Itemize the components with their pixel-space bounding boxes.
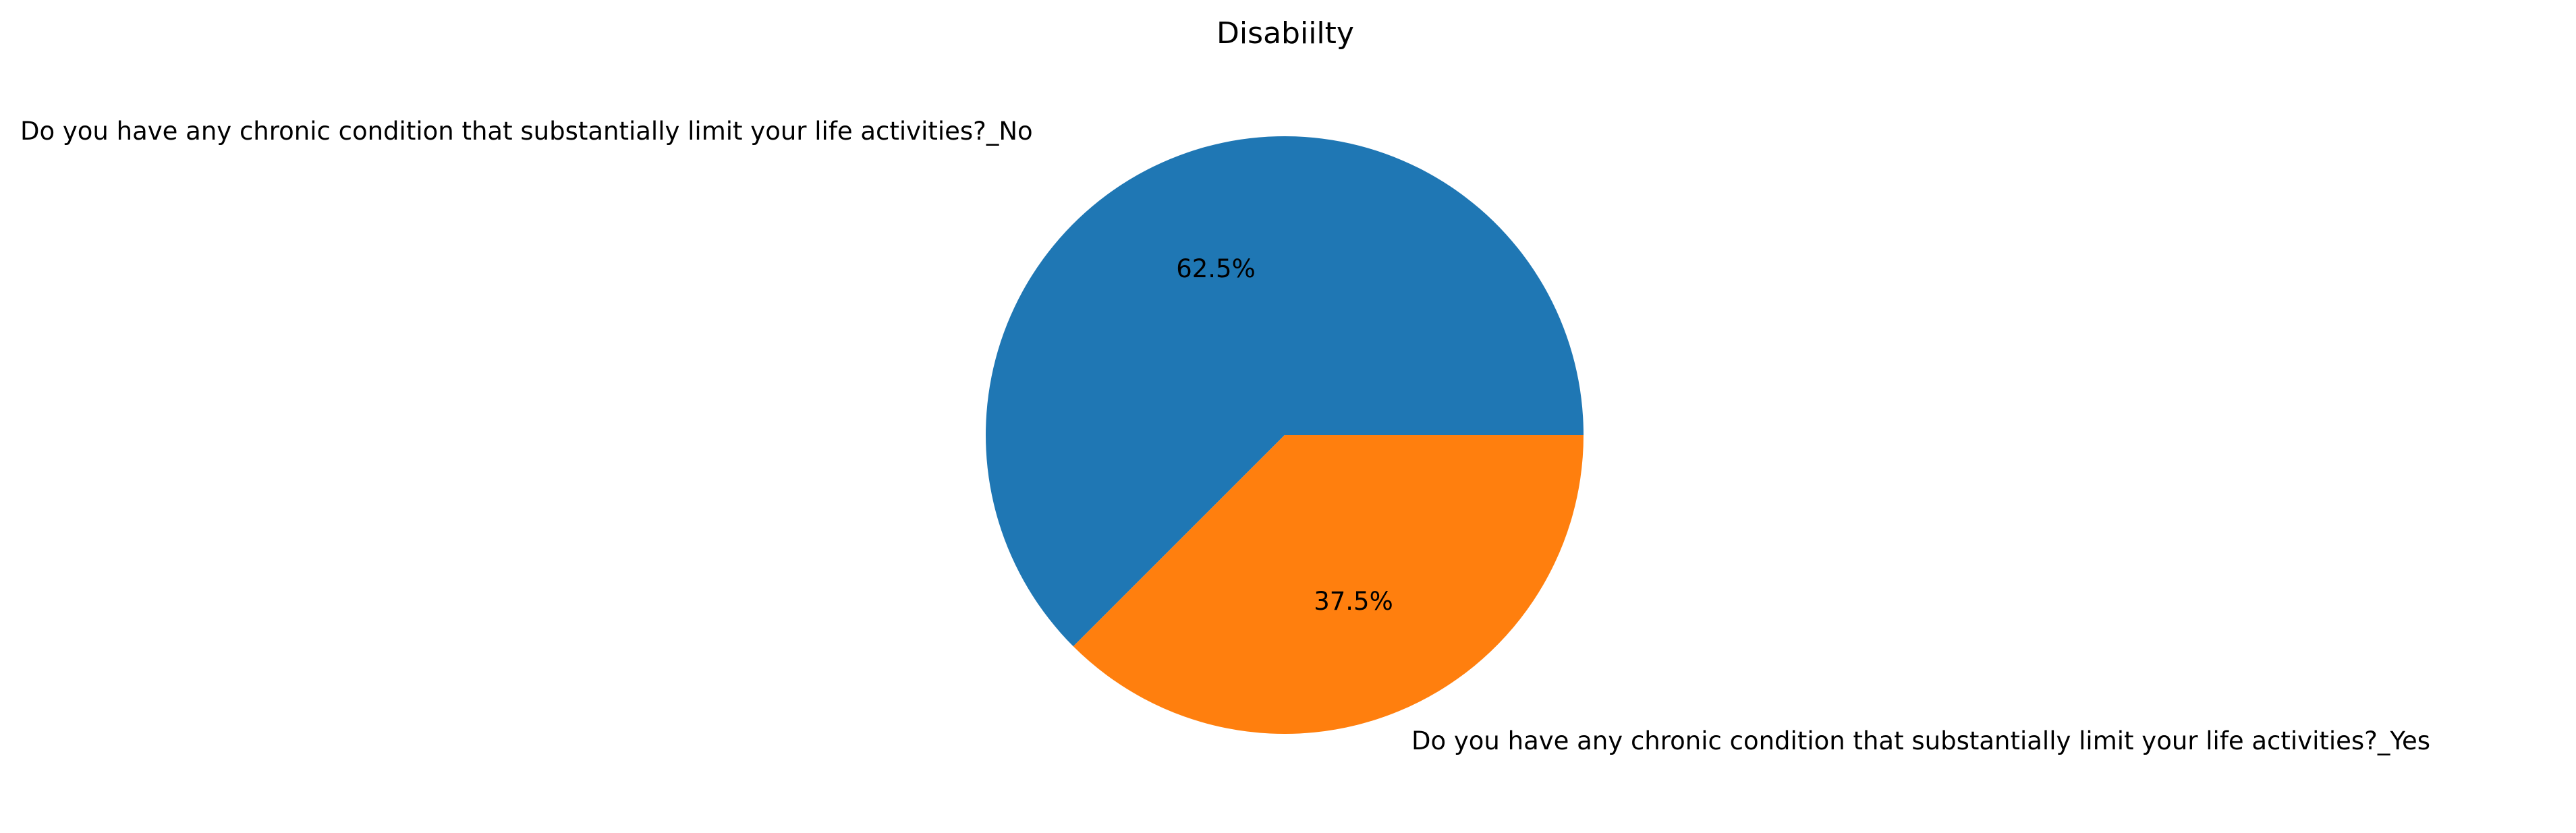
percent-label-yes: 37.5% xyxy=(1314,587,1393,616)
percent-label-no: 62.5% xyxy=(1176,254,1256,283)
chart-title: Disabiilty xyxy=(1216,16,1354,51)
pie-slice-yes xyxy=(1073,435,1584,734)
slice-label-no: Do you have any chronic condition that s… xyxy=(20,117,1033,146)
slice-label-yes: Do you have any chronic condition that s… xyxy=(1411,726,2430,755)
pie-slices xyxy=(986,136,1584,734)
pie-slice-no xyxy=(986,136,1584,647)
